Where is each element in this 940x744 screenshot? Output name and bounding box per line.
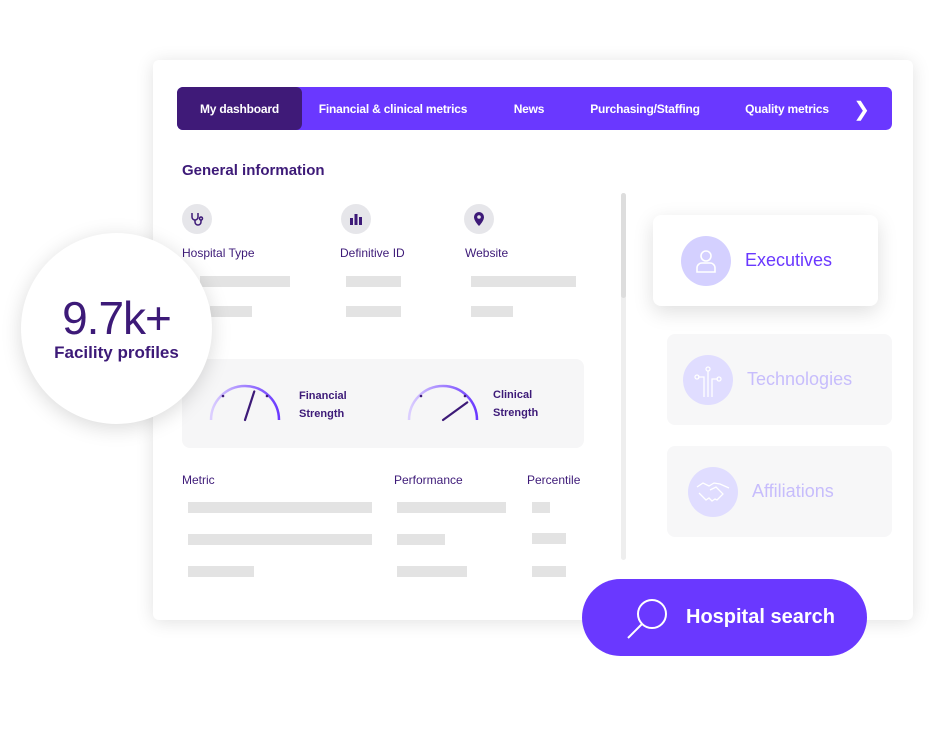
hospital-search-button[interactable]: Hospital search	[582, 579, 867, 656]
executives-card[interactable]: Executives	[653, 215, 878, 306]
scrollbar-thumb[interactable]	[621, 193, 626, 298]
technologies-card[interactable]: Technologies	[667, 334, 892, 425]
facility-profiles-badge: 9.7k+ Facility profiles	[21, 233, 212, 424]
section-title: General information	[182, 162, 325, 179]
handshake-icon	[688, 466, 738, 517]
placeholder-bar	[210, 306, 252, 317]
clinical-gauge	[407, 384, 479, 422]
hospital-search-label: Hospital search	[686, 606, 835, 628]
gauge-tick	[419, 394, 423, 398]
field-label: Hospital Type	[182, 246, 255, 260]
placeholder-bar	[188, 566, 254, 577]
placeholder-bar	[188, 502, 372, 513]
affiliations-label: Affiliations	[752, 481, 834, 501]
tab-financial-clinical[interactable]: Financial & clinical metrics	[318, 101, 468, 116]
placeholder-bar	[397, 502, 506, 513]
search-icon	[627, 598, 667, 639]
badge-value: 9.7k+	[62, 292, 172, 344]
gauge-label: Clinical Strength	[493, 386, 538, 422]
gauge-tick	[221, 394, 225, 398]
column-header-metric: Metric	[182, 473, 215, 487]
gauge-label-line: Clinical	[493, 389, 533, 401]
bar-chart-icon	[341, 204, 371, 234]
gauge-arc	[209, 384, 281, 421]
placeholder-bar	[532, 566, 566, 577]
circuit-icon	[683, 354, 733, 405]
placeholder-bar	[346, 306, 401, 317]
gauge-needle	[441, 401, 469, 422]
tab-news[interactable]: News	[513, 101, 545, 116]
chevron-right-icon[interactable]: ❯	[853, 99, 870, 121]
placeholder-bar	[532, 502, 550, 513]
field-label: Website	[465, 246, 509, 260]
placeholder-bar	[471, 276, 576, 287]
executives-label: Executives	[745, 250, 833, 270]
placeholder-bar	[200, 276, 290, 287]
placeholder-bar	[188, 534, 372, 545]
column-header-percentile: Percentile	[527, 473, 581, 487]
field-label: Definitive ID	[340, 246, 405, 260]
stethoscope-icon	[182, 204, 212, 234]
placeholder-bar	[397, 534, 445, 545]
gauge-tick	[265, 394, 269, 398]
gauge-label-line: Strength	[493, 407, 539, 419]
person-icon	[681, 235, 731, 286]
affiliations-card[interactable]: Affiliations	[667, 446, 892, 537]
technologies-label: Technologies	[747, 369, 853, 389]
tab-quality[interactable]: Quality metrics	[745, 101, 829, 116]
placeholder-bar	[532, 533, 566, 544]
gauge-tick	[463, 394, 467, 398]
gauge-label-line: Financial	[299, 390, 347, 402]
scrollbar[interactable]	[621, 193, 626, 560]
gauge-arc	[407, 384, 479, 421]
gauge-needle	[243, 390, 256, 422]
gauge-label-line: Strength	[299, 408, 345, 420]
column-header-performance: Performance	[394, 473, 463, 487]
strength-panel	[182, 359, 584, 448]
financial-gauge	[209, 384, 281, 422]
map-pin-icon	[464, 204, 494, 234]
badge-label: Facility profiles	[54, 343, 179, 362]
placeholder-bar	[346, 276, 401, 287]
placeholder-bar	[397, 566, 467, 577]
nav-bar: My dashboard Financial & clinical metric…	[177, 87, 892, 130]
tab-my-dashboard[interactable]: My dashboard	[177, 87, 302, 130]
gauge-label: Financial Strength	[299, 387, 347, 423]
tab-purchasing[interactable]: Purchasing/Staffing	[590, 101, 700, 116]
placeholder-bar	[471, 306, 513, 317]
